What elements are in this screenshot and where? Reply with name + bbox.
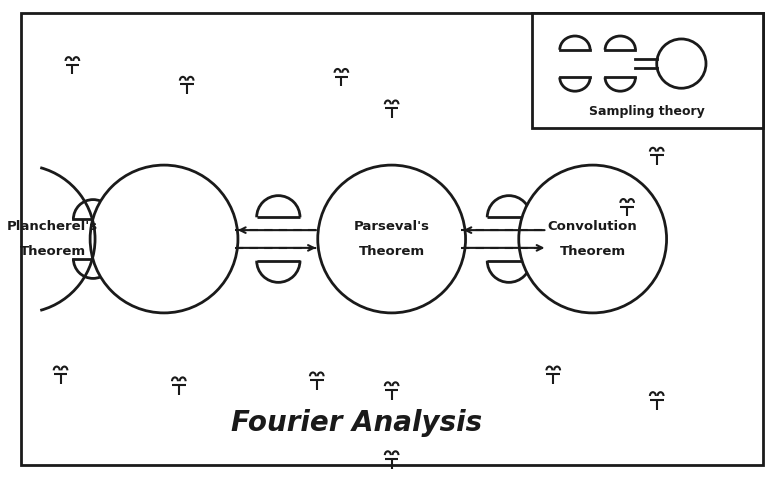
Text: Theorem: Theorem xyxy=(19,245,86,258)
Text: Sampling theory: Sampling theory xyxy=(589,105,705,119)
Circle shape xyxy=(318,165,465,313)
Circle shape xyxy=(657,39,706,88)
Text: Convolution: Convolution xyxy=(548,220,638,233)
Bar xyxy=(532,13,763,128)
Text: Theorem: Theorem xyxy=(560,245,625,258)
Text: Theorem: Theorem xyxy=(359,245,424,258)
Text: Fourier Analysis: Fourier Analysis xyxy=(230,409,482,437)
Circle shape xyxy=(90,165,238,313)
Text: Plancherel's: Plancherel's xyxy=(7,220,98,233)
Text: Parseval's: Parseval's xyxy=(354,220,430,233)
Circle shape xyxy=(519,165,666,313)
